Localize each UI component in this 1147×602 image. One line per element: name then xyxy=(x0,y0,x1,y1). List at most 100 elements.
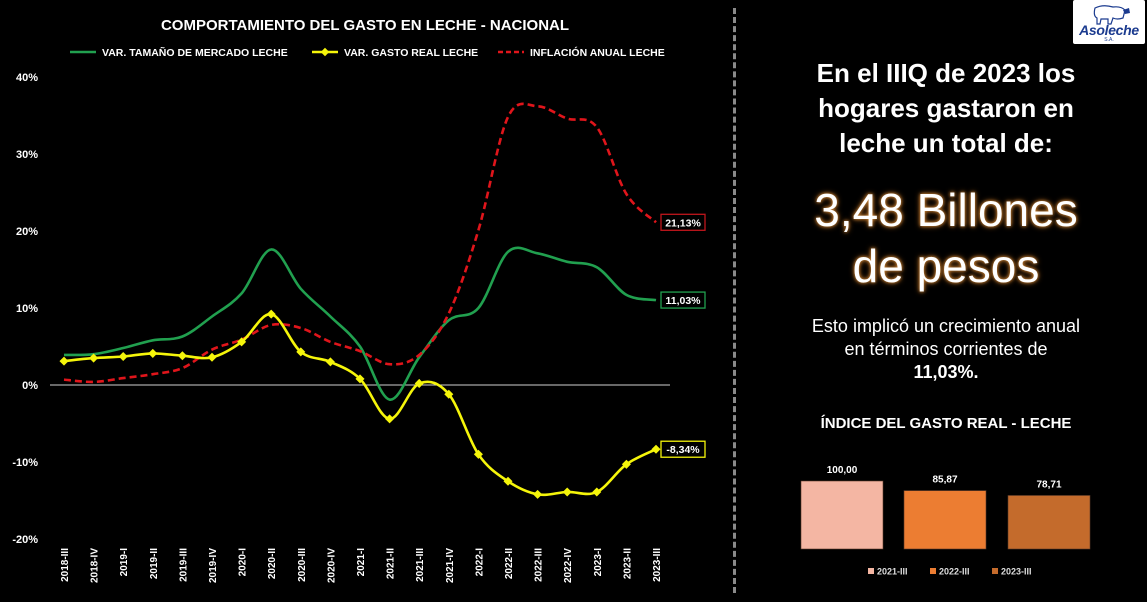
bar-value-label: 78,71 xyxy=(1036,479,1061,490)
x-tick-label: 2020-III xyxy=(297,548,308,582)
x-axis: 2018-III 2018-IV 2019-I 2019-II 2019-III 2019… xyxy=(60,548,663,583)
bar-legend-label: 2023-III xyxy=(1001,567,1032,577)
x-tick-label: 2022-III xyxy=(534,548,545,582)
data-point xyxy=(385,414,395,424)
x-tick-label: 2021-I xyxy=(356,548,367,577)
end-label-box xyxy=(660,440,706,458)
data-point xyxy=(562,487,572,497)
left-chart-panel: COMPORTAMIENTO DEL GASTO EN LECHE - NACI… xyxy=(12,17,706,583)
x-tick-label: 2021-III xyxy=(415,548,426,582)
end-label-market: 11,03% xyxy=(660,291,706,309)
bar-legend-label: 2022-III xyxy=(939,567,970,577)
legend-label: VAR. GASTO REAL LECHE xyxy=(344,47,478,59)
x-tick-label: 2023-III xyxy=(652,548,663,582)
x-tick-label: 2018-IV xyxy=(90,548,101,583)
bar xyxy=(800,480,884,550)
data-point xyxy=(148,348,158,358)
cow-icon xyxy=(1093,5,1130,25)
bar-chart: 100,00 85,87 78,71 2021-III 2022-III 2023-III xyxy=(800,465,1091,577)
series-inflation xyxy=(63,102,657,384)
series-market-size xyxy=(63,246,657,401)
y-axis: 40% 30% 20% 10% 0% -10% -20% xyxy=(12,72,38,546)
index-title: ÍNDICE DEL GASTO REAL - LECHE xyxy=(820,415,1072,432)
logo-text: Asoleche xyxy=(1079,22,1139,38)
end-label-text: 21,13% xyxy=(665,217,701,229)
data-point xyxy=(533,489,543,499)
bar-value-label: 100,00 xyxy=(827,465,858,476)
bar-legend-label: 2021-III xyxy=(877,567,908,577)
series-real-spend xyxy=(59,309,661,499)
bar-legend-swatch xyxy=(868,568,874,574)
line-chart: COMPORTAMIENTO DEL GASTO EN LECHE - NACI… xyxy=(12,17,706,583)
total-amount-line: de pesos xyxy=(852,240,1040,292)
growth-value: 11,03%. xyxy=(913,362,979,382)
x-tick-label: 2022-I xyxy=(474,548,485,577)
y-tick-label: -20% xyxy=(12,534,38,546)
headline-line: En el IIIQ de 2023 los xyxy=(816,58,1076,88)
bar xyxy=(903,490,987,550)
chart-series xyxy=(59,102,661,499)
x-tick-label: 2020-II xyxy=(267,548,278,579)
y-tick-label: 40% xyxy=(16,72,38,84)
legend-label: INFLACIÓN ANUAL LECHE xyxy=(530,46,665,59)
series-line xyxy=(63,246,657,401)
x-tick-label: 2019-II xyxy=(149,548,160,579)
x-tick-label: 2020-IV xyxy=(326,548,337,583)
legend-label: VAR. TAMAÑO DE MERCADO LECHE xyxy=(102,46,288,59)
chart-legend: VAR. TAMAÑO DE MERCADO LECHE VAR. GASTO R… xyxy=(70,46,665,59)
x-tick-label: 2020-I xyxy=(238,548,249,577)
data-point xyxy=(266,309,276,319)
bar xyxy=(1007,495,1091,550)
y-tick-label: 30% xyxy=(16,149,38,161)
x-tick-label: 2019-I xyxy=(119,548,130,577)
logo-subtext: S.A. xyxy=(1104,37,1114,43)
summary-panel: Asoleche S.A. En el IIIQ de 2023 los hog… xyxy=(740,0,1147,597)
headline-line: hogares gastaron en xyxy=(818,93,1074,123)
legend-item: VAR. TAMAÑO DE MERCADO LECHE xyxy=(70,46,288,59)
end-label-box xyxy=(660,291,706,309)
data-point xyxy=(237,337,247,347)
data-point xyxy=(325,357,335,367)
end-label-text: -8,34% xyxy=(666,444,700,456)
growth-text-line: Esto implicó un crecimiento anual xyxy=(811,316,1081,336)
total-amount: 3,48 Billones de pesos xyxy=(750,182,1142,294)
bar-legend-swatch xyxy=(992,568,998,574)
x-tick-label: 2019-IV xyxy=(208,548,219,583)
y-tick-label: -10% xyxy=(12,457,38,469)
data-point xyxy=(118,351,128,362)
x-tick-label: 2021-IV xyxy=(445,548,456,583)
x-tick-label: 2019-III xyxy=(178,548,189,582)
data-point xyxy=(177,351,187,361)
data-point xyxy=(59,356,69,366)
end-label-inflation: 21,13% xyxy=(660,213,706,231)
bar-legend-swatch xyxy=(930,568,936,574)
end-label-text: 11,03% xyxy=(665,295,701,307)
headline: En el IIIQ de 2023 los hogares gastaron … xyxy=(760,56,1132,161)
x-tick-label: 2022-IV xyxy=(563,548,574,583)
y-tick-label: 20% xyxy=(16,226,38,238)
asoleche-logo: Asoleche S.A. xyxy=(1073,0,1145,44)
end-label-box xyxy=(660,213,706,231)
legend-item: INFLACIÓN ANUAL LECHE xyxy=(498,46,665,59)
x-tick-label: 2018-III xyxy=(60,548,71,582)
data-point xyxy=(89,353,99,363)
chart-title: COMPORTAMIENTO DEL GASTO EN LECHE - NACI… xyxy=(161,17,569,34)
vertical-divider xyxy=(733,8,736,593)
headline-line: leche un total de: xyxy=(839,128,1053,158)
growth-text-line: en términos corrientes de xyxy=(844,339,1048,359)
x-tick-label: 2022-II xyxy=(504,548,515,579)
y-tick-label: 0% xyxy=(22,380,38,392)
data-point xyxy=(651,444,661,454)
bar-value-label: 85,87 xyxy=(932,475,957,486)
end-label-real: -8,34% xyxy=(660,440,706,458)
x-tick-label: 2021-II xyxy=(386,548,397,579)
x-tick-label: 2023-II xyxy=(622,548,633,579)
total-amount-line: 3,48 Billones xyxy=(814,184,1078,236)
series-line xyxy=(63,102,657,384)
data-point xyxy=(207,352,217,362)
end-labels: 21,13% 11,03% -8,34% xyxy=(660,213,706,458)
x-tick-label: 2023-I xyxy=(593,548,604,577)
y-tick-label: 10% xyxy=(16,303,38,315)
legend-item: VAR. GASTO REAL LECHE xyxy=(312,47,478,59)
growth-text: Esto implicó un crecimiento anual en tér… xyxy=(780,315,1112,384)
